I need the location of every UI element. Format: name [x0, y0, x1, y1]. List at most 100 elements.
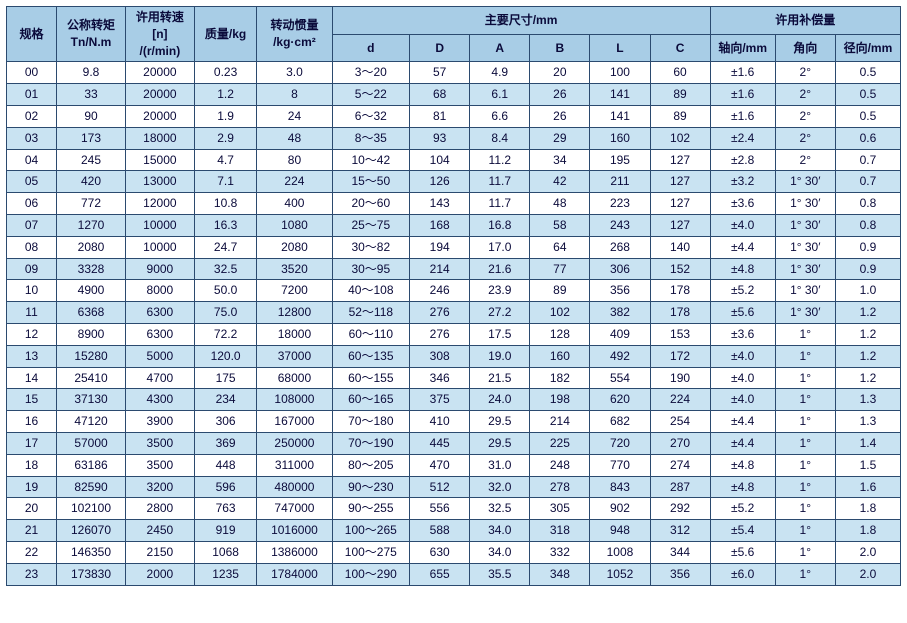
cell-mass: 50.0 — [194, 280, 257, 302]
cell-radial: 1.8 — [835, 520, 900, 542]
cell-radial: 1.6 — [835, 476, 900, 498]
cell-C: 190 — [650, 367, 710, 389]
cell-n: 4300 — [125, 389, 194, 411]
cell-tn: 1270 — [57, 214, 126, 236]
cell-radial: 1.5 — [835, 454, 900, 476]
col-main-dimensions: 主要尺寸/mm — [332, 7, 710, 35]
cell-n: 3200 — [125, 476, 194, 498]
cell-axial: ±3.6 — [710, 323, 775, 345]
cell-inertia: 3.0 — [257, 62, 332, 84]
table-row: 23173830200012351784000100～29065535.5348… — [7, 563, 901, 585]
col-radial: 径向/mm — [835, 34, 900, 62]
table-row: 0290200001.9246～32816.62614189±1.62°0.5 — [7, 105, 901, 127]
cell-axial: ±5.6 — [710, 302, 775, 324]
cell-D: 470 — [410, 454, 470, 476]
cell-inertia: 480000 — [257, 476, 332, 498]
cell-spec: 07 — [7, 214, 57, 236]
cell-angular: 1° — [775, 432, 835, 454]
cell-inertia: 311000 — [257, 454, 332, 476]
cell-L: 141 — [590, 84, 650, 106]
cell-mass: 306 — [194, 411, 257, 433]
table-row: 093328900032.5352030～9521421.677306152±4… — [7, 258, 901, 280]
cell-D: 630 — [410, 541, 470, 563]
cell-C: 270 — [650, 432, 710, 454]
cell-axial: ±4.4 — [710, 236, 775, 258]
cell-inertia: 1016000 — [257, 520, 332, 542]
cell-spec: 19 — [7, 476, 57, 498]
cell-axial: ±4.0 — [710, 367, 775, 389]
cell-mass: 16.3 — [194, 214, 257, 236]
cell-D: 126 — [410, 171, 470, 193]
col-compensation: 许用补偿量 — [710, 7, 900, 35]
cell-axial: ±5.4 — [710, 520, 775, 542]
cell-d: 60～110 — [332, 323, 410, 345]
cell-A: 8.4 — [470, 127, 530, 149]
cell-tn: 47120 — [57, 411, 126, 433]
cell-C: 178 — [650, 302, 710, 324]
cell-D: 57 — [410, 62, 470, 84]
cell-D: 276 — [410, 323, 470, 345]
cell-d: 90～255 — [332, 498, 410, 520]
cell-B: 348 — [530, 563, 590, 585]
cell-A: 17.5 — [470, 323, 530, 345]
cell-spec: 08 — [7, 236, 57, 258]
col-mass: 质量/kg — [194, 7, 257, 62]
table-row: 067721200010.840020～6014311.748223127±3.… — [7, 193, 901, 215]
cell-L: 843 — [590, 476, 650, 498]
cell-d: 20～60 — [332, 193, 410, 215]
cell-tn: 9.8 — [57, 62, 126, 84]
cell-L: 268 — [590, 236, 650, 258]
cell-tn: 2080 — [57, 236, 126, 258]
cell-d: 15～50 — [332, 171, 410, 193]
cell-radial: 0.8 — [835, 193, 900, 215]
cell-n: 15000 — [125, 149, 194, 171]
cell-C: 89 — [650, 84, 710, 106]
cell-A: 29.5 — [470, 432, 530, 454]
cell-inertia: 2080 — [257, 236, 332, 258]
cell-inertia: 68000 — [257, 367, 332, 389]
cell-spec: 17 — [7, 432, 57, 454]
cell-d: 60～155 — [332, 367, 410, 389]
cell-radial: 2.0 — [835, 541, 900, 563]
cell-mass: 10.8 — [194, 193, 257, 215]
cell-radial: 0.6 — [835, 127, 900, 149]
cell-tn: 420 — [57, 171, 126, 193]
cell-B: 214 — [530, 411, 590, 433]
table-row: 22146350215010681386000100～27563034.0332… — [7, 541, 901, 563]
cell-n: 2000 — [125, 563, 194, 585]
cell-radial: 1.0 — [835, 280, 900, 302]
cell-radial: 1.3 — [835, 411, 900, 433]
cell-D: 276 — [410, 302, 470, 324]
cell-inertia: 250000 — [257, 432, 332, 454]
cell-tn: 6368 — [57, 302, 126, 324]
col-axial: 轴向/mm — [710, 34, 775, 62]
cell-radial: 0.5 — [835, 105, 900, 127]
cell-tn: 82590 — [57, 476, 126, 498]
cell-B: 29 — [530, 127, 590, 149]
cell-tn: 33 — [57, 84, 126, 106]
cell-axial: ±1.6 — [710, 105, 775, 127]
cell-L: 211 — [590, 171, 650, 193]
col-d: d — [332, 34, 410, 62]
cell-spec: 05 — [7, 171, 57, 193]
cell-d: 80～205 — [332, 454, 410, 476]
cell-B: 305 — [530, 498, 590, 520]
cell-B: 26 — [530, 84, 590, 106]
cell-D: 375 — [410, 389, 470, 411]
cell-n: 9000 — [125, 258, 194, 280]
table-row: 128900630072.21800060～11027617.512840915… — [7, 323, 901, 345]
cell-angular: 1° — [775, 520, 835, 542]
cell-tn: 90 — [57, 105, 126, 127]
col-speed: 许用转速[n]/(r/min) — [125, 7, 194, 62]
cell-L: 1008 — [590, 541, 650, 563]
cell-A: 32.5 — [470, 498, 530, 520]
cell-n: 20000 — [125, 62, 194, 84]
cell-axial: ±4.0 — [710, 214, 775, 236]
cell-D: 512 — [410, 476, 470, 498]
cell-B: 42 — [530, 171, 590, 193]
cell-angular: 1° 30′ — [775, 236, 835, 258]
cell-inertia: 12800 — [257, 302, 332, 324]
cell-n: 12000 — [125, 193, 194, 215]
cell-tn: 8900 — [57, 323, 126, 345]
cell-axial: ±2.4 — [710, 127, 775, 149]
